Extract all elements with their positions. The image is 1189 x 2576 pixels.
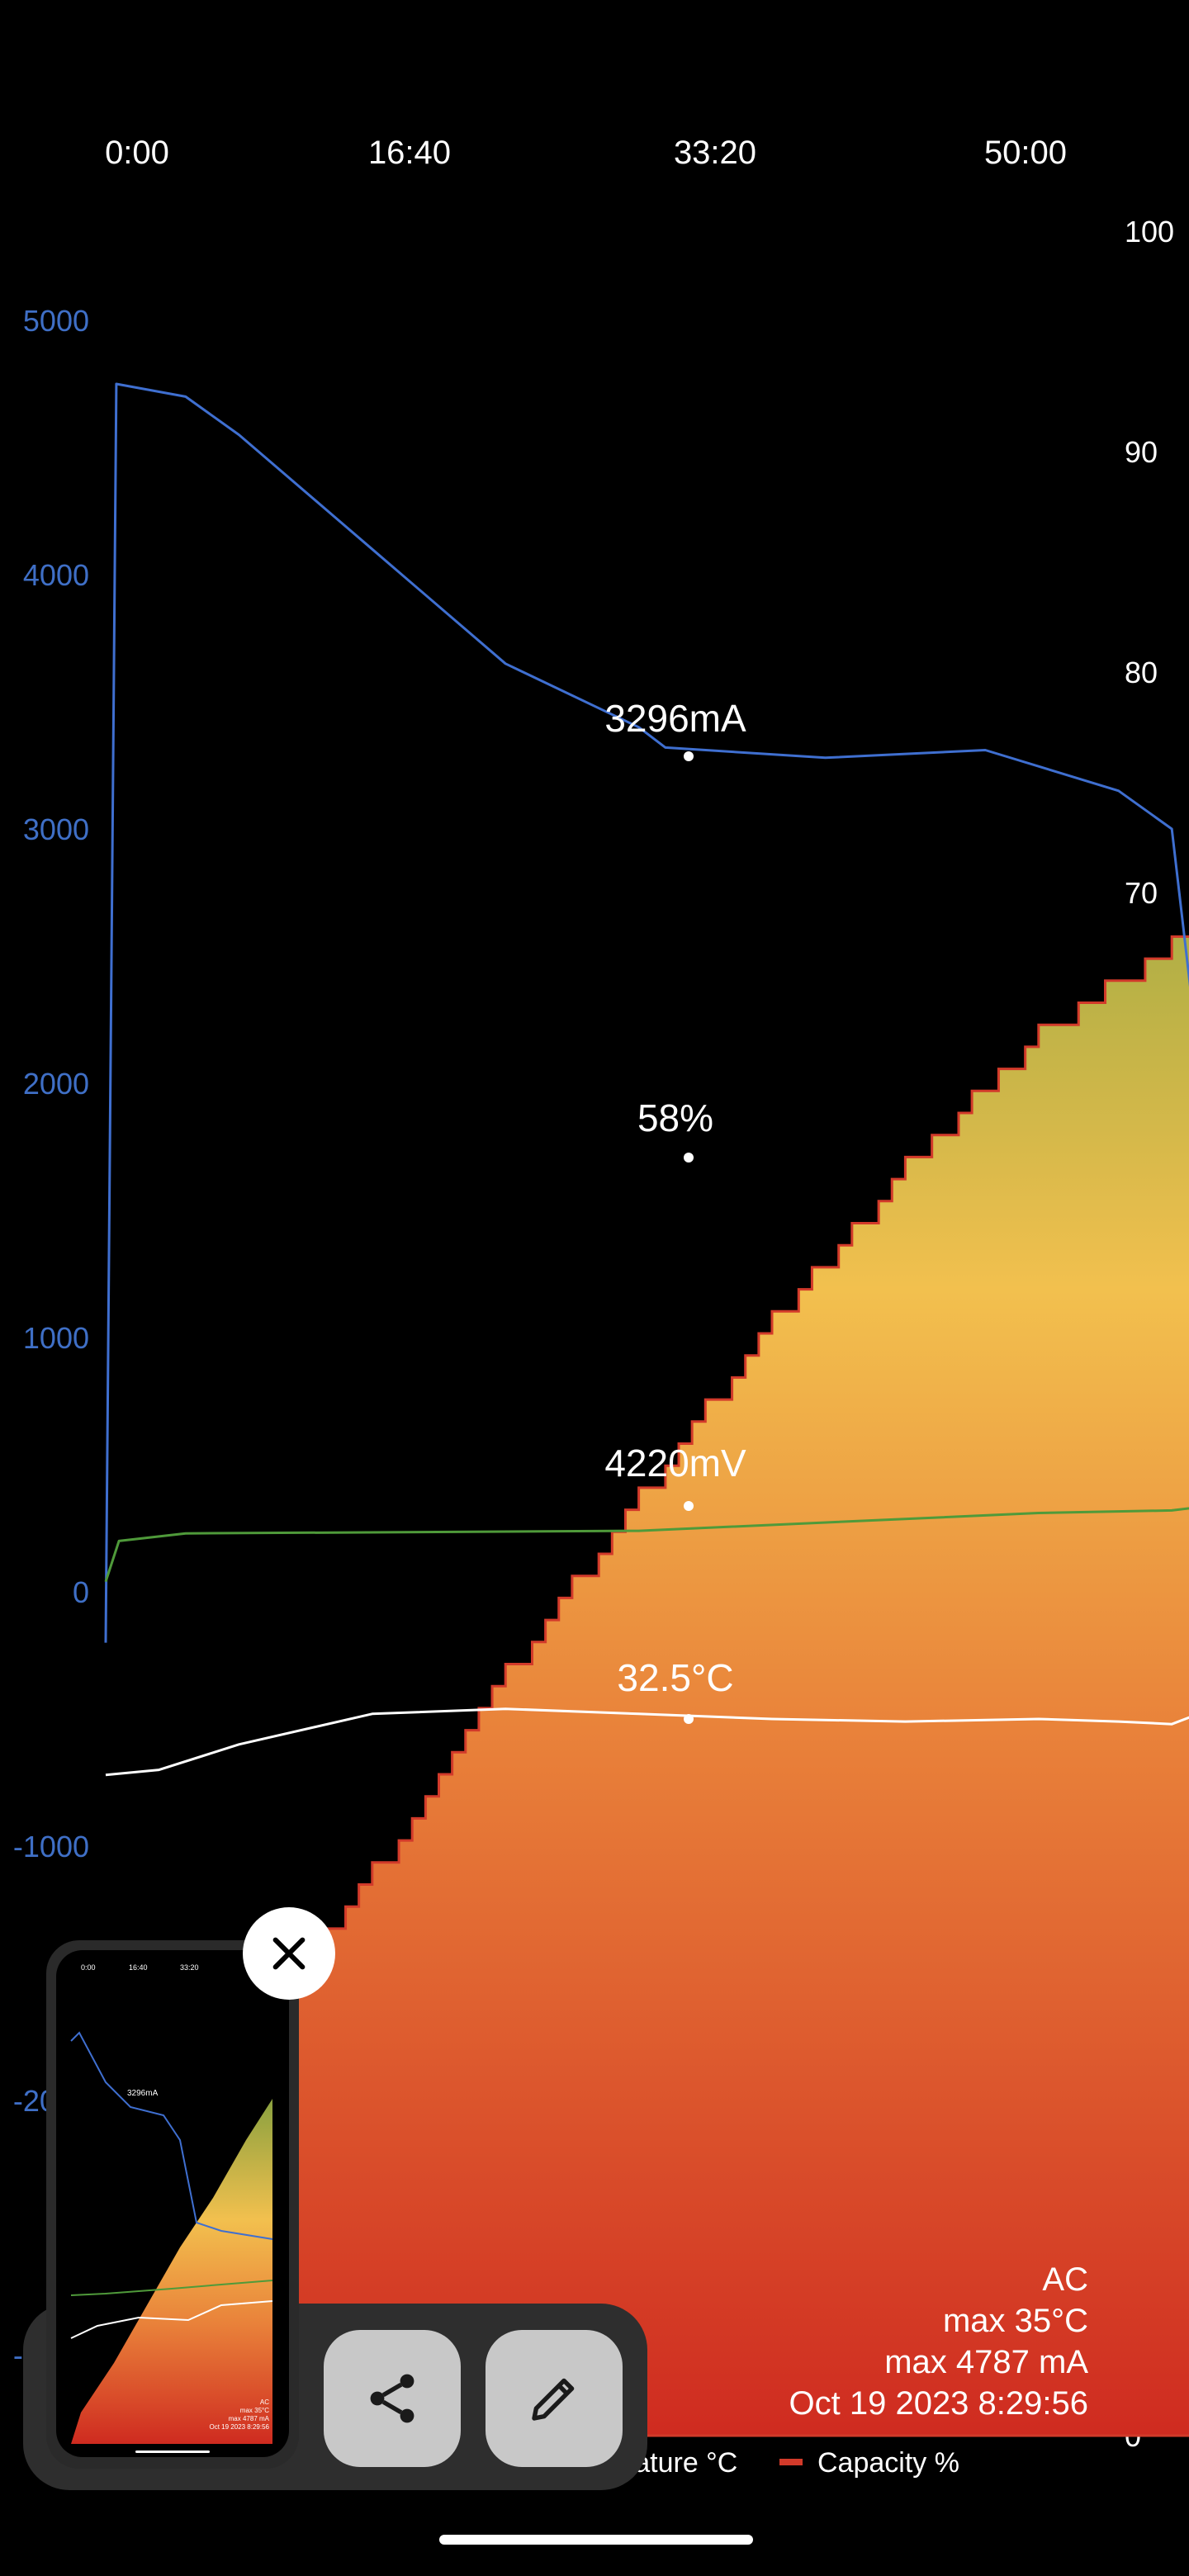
home-indicator[interactable] [439,2535,753,2545]
y-right-tick-label: 80 [1125,656,1158,689]
x-tick-label: 16:40 [368,135,451,171]
thumbnail-chart: 0:00 16:40 33:20 3296mA AC max 35°C max … [70,1963,273,2453]
series-line-voltage-mv [104,1507,1189,1583]
series-line-temperature-c [105,1707,1189,1777]
y-left-tick-label: -1000 [13,1830,89,1863]
close-preview-button[interactable] [243,1907,335,2000]
y-right-tick-label: 90 [1125,435,1158,469]
y-left-tick-label: 0 [73,1575,89,1609]
close-icon [272,1937,306,1970]
x-tick-label: 50:00 [984,135,1067,171]
y-left-tick-label: 2000 [23,1067,89,1101]
marker-dot [684,1153,694,1163]
marker-label: 3296mA [604,697,746,740]
thumb-tick-0: 0:00 [81,1963,96,1972]
thumb-tick-1: 16:40 [129,1963,148,1972]
y-left-tick-label: 4000 [23,558,89,592]
legend-capacity-label: Capacity % [817,2447,959,2479]
thumb-tick-2: 33:20 [180,1963,199,1972]
y-right-tick-label: 70 [1125,876,1158,910]
share-button[interactable] [324,2330,461,2467]
info-datetime: Oct 19 2023 8:29:56 [789,2385,1089,2422]
y-left-tick-label: 3000 [23,812,89,846]
marker-label: 58% [637,1096,713,1139]
screenshot-thumbnail[interactable]: 0:00 16:40 33:20 3296mA AC max 35°C max … [56,1950,289,2457]
marker-label: 32.5°C [617,1656,733,1699]
capacity-area [104,935,1189,2437]
series-line-current-ma [104,382,1189,1643]
thumb-info-2: max 4787 mA [229,2415,270,2422]
marker-dot [684,751,694,761]
y-left-tick-label: 1000 [23,1321,89,1355]
thumb-info-1: max 35°C [240,2407,269,2414]
thumb-info-0: AC [260,2398,269,2406]
info-max-current: max 4787 mA [884,2344,1088,2380]
edit-button[interactable] [486,2330,623,2467]
share-icon [370,2374,414,2423]
y-right-tick-label: 100 [1125,215,1174,249]
pencil-icon [532,2378,575,2421]
marker-dot [684,1714,694,1724]
thumb-info-3: Oct 19 2023 8:29:56 [210,2423,270,2431]
x-tick-label: 33:20 [674,135,756,171]
x-tick-label: 0:00 [105,135,169,171]
info-max-temp: max 35°C [943,2303,1088,2339]
thumb-marker: 3296mA [127,2089,159,2098]
info-source: AC [1042,2261,1088,2298]
y-left-tick-label: 5000 [23,304,89,338]
marker-dot [684,1501,694,1511]
legend-capacity-swatch [779,2459,803,2465]
marker-label: 4220mV [604,1442,746,1485]
